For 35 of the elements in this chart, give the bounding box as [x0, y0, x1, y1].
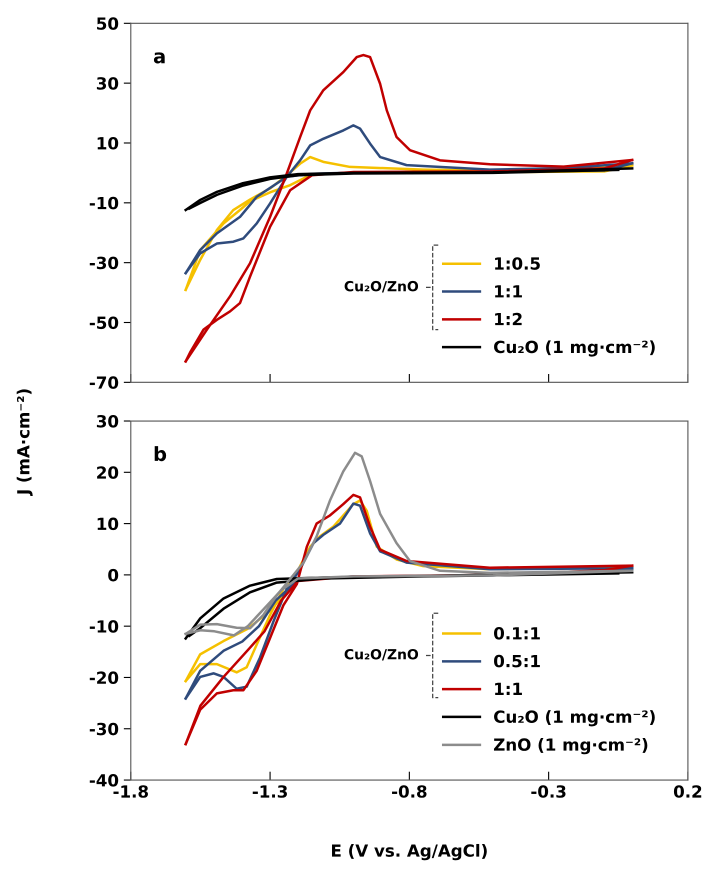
legend-label: Cu₂O (1 mg·cm⁻²): [494, 710, 655, 726]
x-tick-label: -0.3: [531, 785, 566, 798]
y-tick-label: 30: [96, 414, 118, 428]
x-tick-label: -1.8: [113, 785, 148, 798]
legend-label: 1:0.5: [495, 257, 540, 270]
x-tick-label: 0.2: [674, 785, 702, 798]
legend-label: ZnO (1 mg·cm⁻²): [494, 738, 648, 754]
y-tick-label: 10: [98, 136, 118, 150]
legend-label: 1:1: [495, 285, 522, 298]
y-tick-label: -50: [90, 316, 118, 330]
legend-label: 0.5:1: [494, 654, 540, 668]
y-tick-label: 20: [97, 466, 118, 479]
y-tick-label: -70: [90, 376, 118, 389]
y-tick-label: -20: [90, 671, 118, 684]
y-tick-label: -10: [90, 620, 118, 633]
y-tick-label: -30: [90, 722, 118, 736]
y-axis-title: J (mA·cm⁻²): [16, 389, 33, 496]
y-tick-label: -30: [90, 256, 118, 270]
legend-label: 0.1:1: [494, 626, 540, 640]
y-tick-label: 0: [108, 568, 118, 582]
annotation: Cu₂O/ZnO: [344, 648, 418, 661]
y-tick-label: -10: [90, 196, 118, 210]
annotation: a: [154, 52, 165, 64]
y-tick-label: 50: [97, 17, 118, 30]
y-tick-label: 30: [96, 77, 118, 90]
legend-label: 1:1: [495, 682, 522, 695]
y-tick-label: 10: [98, 518, 118, 530]
legend-label: Cu₂O (1 mg·cm⁻²): [494, 340, 655, 357]
annotation: b: [154, 446, 166, 462]
x-axis-title: E (V vs. Ag/AgCl): [332, 844, 487, 860]
legend-label: 1:2: [495, 312, 522, 326]
annotation: Cu₂O/ZnO: [344, 280, 418, 293]
y-tick-label: -40: [90, 774, 118, 787]
x-tick-label: -0.8: [392, 785, 427, 798]
x-tick-label: -1.3: [252, 785, 287, 798]
